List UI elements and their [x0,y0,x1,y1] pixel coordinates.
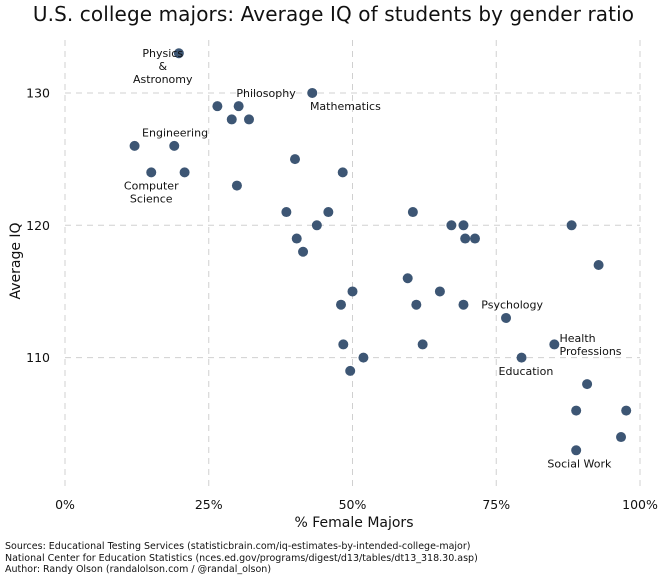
x-tick-label: 100% [622,497,658,512]
data-point [173,48,184,59]
x-tick-label: 50% [339,497,367,512]
data-point [460,233,471,244]
data-point [582,379,593,390]
data-point [337,167,348,178]
data-point [307,87,318,98]
point-annotation: Engineering [142,127,208,140]
data-point [291,233,302,244]
y-tick-label: 120 [26,218,50,233]
data-point [226,114,237,125]
x-tick-label: 0% [55,497,75,512]
data-point [566,220,577,231]
point-annotation: Mathematics [310,100,381,113]
data-point [434,286,445,297]
data-point [244,114,254,125]
point-annotation: Health Professions [560,332,622,358]
data-point [298,246,309,257]
x-axis-label: % Female Majors [295,515,414,531]
x-tick-label: 25% [195,497,223,512]
data-point [179,167,190,178]
y-axis-label: Average IQ [8,222,24,299]
source-line: Author: Randy Olson (randalolson.com / @… [5,564,272,575]
data-point [129,140,140,151]
sources-footer: Sources: Educational Testing Services (s… [5,541,478,576]
source-line: National Center for Education Statistics… [5,552,478,564]
point-annotation: Social Work [547,458,612,471]
data-point [417,339,428,350]
data-point [402,273,413,284]
point-annotation: Physics & Astronomy [133,47,193,86]
data-point [290,154,300,165]
data-point [516,352,527,363]
data-point [411,299,422,310]
data-point [347,286,358,297]
data-point [407,207,418,218]
axis-ticks: 0% 25% 50% 75% 100% 110 120 130 [26,85,658,512]
data-point [233,101,244,112]
data-point [169,140,180,151]
data-point [621,405,632,416]
chart-title: U.S. college majors: Average IQ of stude… [32,2,635,26]
data-point [458,299,469,310]
data-point [231,180,242,191]
data-point [501,312,512,323]
data-points [129,48,632,456]
point-annotation: Philosophy [236,87,296,100]
y-tick-label: 130 [26,85,50,100]
data-point [616,432,627,443]
data-point [358,352,369,363]
data-point [212,101,223,112]
source-line: Sources: Educational Testing Services (s… [5,541,471,552]
data-point [549,339,560,350]
data-point [469,233,480,244]
point-annotation: Computer Science [124,180,179,206]
annotations: Physics & Astronomy Philosophy Mathematics En… [124,47,622,470]
data-point [345,365,356,376]
data-point [593,260,604,270]
data-point [311,220,322,231]
data-point [446,220,457,231]
data-point [571,405,582,416]
point-annotation: Psychology [481,299,543,312]
data-point [281,207,292,218]
point-annotation: Education [499,365,554,378]
data-point [571,445,582,456]
data-point [146,167,157,178]
x-tick-label: 75% [482,497,510,512]
data-point [336,299,346,310]
grid-lines [64,40,641,490]
y-tick-label: 110 [26,350,50,365]
data-point [338,339,349,350]
data-point [458,220,469,231]
data-point [323,207,334,218]
